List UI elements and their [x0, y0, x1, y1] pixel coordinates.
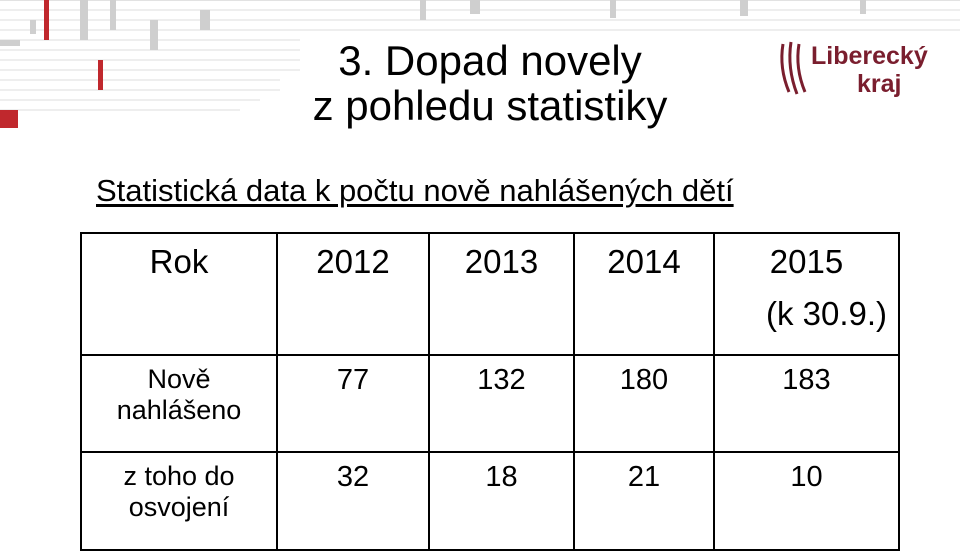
row-label-line: z toho do	[123, 461, 235, 491]
header-cell-year: 2012	[276, 232, 430, 356]
table-row: z toho do osvojení 32 18 21 10	[80, 451, 900, 551]
table-cell: 180	[573, 354, 715, 453]
table-cell: 10	[713, 451, 900, 551]
header-year: 2012	[316, 243, 390, 280]
table-row: Nově nahlášeno 77 132 180 183	[80, 354, 900, 453]
header-cell-year: 2014	[573, 232, 715, 356]
row-label-line: osvojení	[128, 492, 230, 522]
table-cell: 18	[428, 451, 575, 551]
logo-text-line2: kraj	[857, 70, 901, 98]
row-label-line: nahlášeno	[116, 395, 242, 425]
row-label-line: Nově	[147, 364, 211, 394]
header-cell-year: 2015 (k 30.9.)	[713, 232, 900, 356]
table-cell: 32	[276, 451, 430, 551]
header-label: Rok	[149, 243, 209, 280]
slide-title-line2: z pohledu statistiky	[312, 82, 668, 129]
header-year-note: (k 30.9.)	[765, 295, 888, 332]
header-decoration	[0, 0, 960, 128]
table-cell: 183	[713, 354, 900, 453]
slide-title-line1: 3. Dopad novely	[338, 37, 642, 84]
logo-text-line1: Liberecký	[811, 42, 928, 70]
header-year: 2014	[607, 243, 681, 280]
header-cell-label: Rok	[80, 232, 278, 356]
table-cell: 21	[573, 451, 715, 551]
table-cell: 132	[428, 354, 575, 453]
header-year: 2015	[769, 243, 844, 280]
row-label: z toho do osvojení	[80, 451, 278, 551]
table-caption: Statistická data k počtu nově nahlášenýc…	[96, 173, 734, 208]
header-year: 2013	[464, 243, 539, 280]
statistics-table: Rok 2012 2013 2014 2015 (k 30.9.) Nově n…	[80, 232, 900, 551]
table-cell: 77	[276, 354, 430, 453]
slide-title: 3. Dopad novely z pohledu statistiky	[230, 38, 750, 128]
liberecky-kraj-logo: Liberecký kraj	[780, 41, 928, 98]
row-label: Nově nahlášeno	[80, 354, 278, 453]
table-header-row: Rok 2012 2013 2014 2015 (k 30.9.)	[80, 232, 900, 356]
header-cell-year: 2013	[428, 232, 575, 356]
